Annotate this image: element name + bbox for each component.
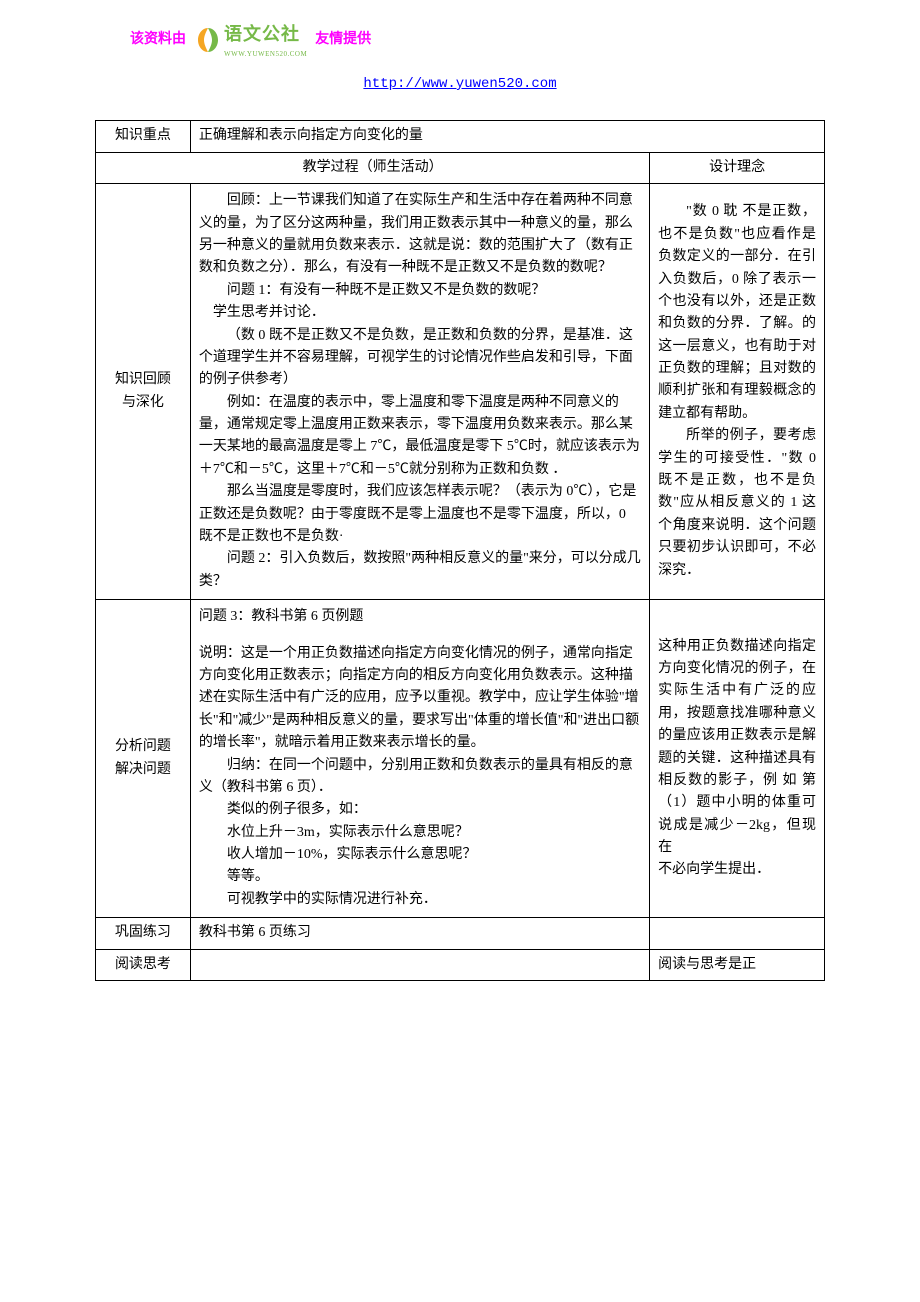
review-p5: 例如：在温度的表示中，零上温度和零下温度是两种不同意义的量，通常规定零上温度用正… — [199, 392, 641, 482]
lesson-plan-table: 知识重点 正确理解和表示向指定方向变化的量 教学过程（师生活动） 设计理念 知识… — [95, 120, 825, 981]
analyze-label-line1: 分析问题 — [104, 736, 182, 758]
analyze-p7: 等等。 — [199, 866, 641, 888]
analyze-label-line2: 解决问题 — [104, 759, 182, 781]
review-label: 知识回顾 与深化 — [96, 184, 191, 600]
analyze-p5: 水位上升－3m，实际表示什么意思呢？ — [199, 822, 641, 844]
analyze-p3: 归纳：在同一个问题中，分别用正数和负数表示的量具有相反的意义（教科书第 6 页）… — [199, 755, 641, 800]
reading-rationale: 阅读与思考是正 — [650, 949, 825, 980]
row-reading: 阅读思考 阅读与思考是正 — [96, 949, 825, 980]
logo-icon — [194, 26, 222, 54]
analyze-p6: 收人增加－10%，实际表示什么意思呢？ — [199, 844, 641, 866]
practice-label: 巩固练习 — [96, 918, 191, 949]
knowledge-point-content: 正确理解和表示向指定方向变化的量 — [190, 121, 824, 152]
row-practice: 巩固练习 教科书第 6 页练习 — [96, 918, 825, 949]
review-rationale-p2: 所举的例子，要考虑学生的可接受性．"数 0 既不是正数，也不是负数"应从相反意义… — [658, 425, 816, 582]
process-header: 教学过程（师生活动） — [96, 152, 650, 183]
review-label-line1: 知识回顾 — [104, 369, 182, 391]
rationale-header: 设计理念 — [650, 152, 825, 183]
page-header: 该资料由 语文公社 WWW.YUWEN520.COM 友情提供 — [0, 0, 920, 65]
analyze-rationale-p2: 不必向学生提出． — [658, 859, 816, 881]
review-p2: 问题 1：有没有一种既不是正数又不是负数的数呢？ — [199, 280, 641, 302]
review-rationale: "数 0 耽 不是正数，也不是负数"也应看作是负数定义的一部分．在引入负数后，0… — [650, 184, 825, 600]
analyze-rationale-p1: 这种用正负数描述向指定方向变化情况的例子，在实际生活中有广泛的应用，按题意找准哪… — [658, 636, 816, 860]
review-label-line2: 与深化 — [104, 392, 182, 414]
analyze-content: 问题 3：教科书第 6 页例题 说明：这是一个用正负数描述向指定方向变化情况的例… — [190, 600, 649, 918]
reading-label: 阅读思考 — [96, 949, 191, 980]
practice-content: 教科书第 6 页练习 — [190, 918, 649, 949]
logo: 语文公社 WWW.YUWEN520.COM — [194, 20, 307, 60]
review-p3: 学生思考并讨论． — [199, 302, 641, 324]
row-knowledge-point: 知识重点 正确理解和表示向指定方向变化的量 — [96, 121, 825, 152]
row-review: 知识回顾 与深化 回顾：上一节课我们知道了在实际生产和生活中存在着两种不同意义的… — [96, 184, 825, 600]
row-analyze: 分析问题 解决问题 问题 3：教科书第 6 页例题 说明：这是一个用正负数描述向… — [96, 600, 825, 918]
url-link[interactable]: http://www.yuwen520.com — [0, 65, 920, 120]
review-p7: 问题 2：引入负数后，数按照"两种相反意义的量"来分，可以分成几类？ — [199, 548, 641, 593]
review-rationale-p1: "数 0 耽 不是正数，也不是负数"也应看作是负数定义的一部分．在引入负数后，0… — [658, 201, 816, 425]
analyze-rationale: 这种用正负数描述向指定方向变化情况的例子，在实际生活中有广泛的应用，按题意找准哪… — [650, 600, 825, 918]
analyze-p4: 类似的例子很多，如： — [199, 799, 641, 821]
reading-content — [190, 949, 649, 980]
row-process-header: 教学过程（师生活动） 设计理念 — [96, 152, 825, 183]
knowledge-point-label: 知识重点 — [96, 121, 191, 152]
review-p1: 回顾：上一节课我们知道了在实际生产和生活中存在着两种不同意义的量，为了区分这两种… — [199, 190, 641, 280]
logo-main-text: 语文公社 — [224, 20, 307, 49]
review-p4: （数 0 既不是正数又不是负数，是正数和负数的分界，是基准．这个道理学生并不容易… — [199, 325, 641, 392]
analyze-label: 分析问题 解决问题 — [96, 600, 191, 918]
header-prefix: 该资料由 — [130, 29, 186, 51]
header-suffix: 友情提供 — [315, 29, 371, 51]
logo-sub-text: WWW.YUWEN520.COM — [224, 49, 307, 60]
logo-text: 语文公社 WWW.YUWEN520.COM — [224, 20, 307, 60]
analyze-p2: 说明：这是一个用正负数描述向指定方向变化情况的例子，通常向指定方向变化用正数表示… — [199, 643, 641, 755]
analyze-p8: 可视教学中的实际情况进行补充． — [199, 889, 641, 911]
review-content: 回顾：上一节课我们知道了在实际生产和生活中存在着两种不同意义的量，为了区分这两种… — [190, 184, 649, 600]
review-p6: 那么当温度是零度时，我们应该怎样表示呢？（表示为 0℃），它是正数还是负数呢？由… — [199, 481, 641, 548]
analyze-p1: 问题 3：教科书第 6 页例题 — [199, 606, 641, 628]
practice-rationale — [650, 918, 825, 949]
